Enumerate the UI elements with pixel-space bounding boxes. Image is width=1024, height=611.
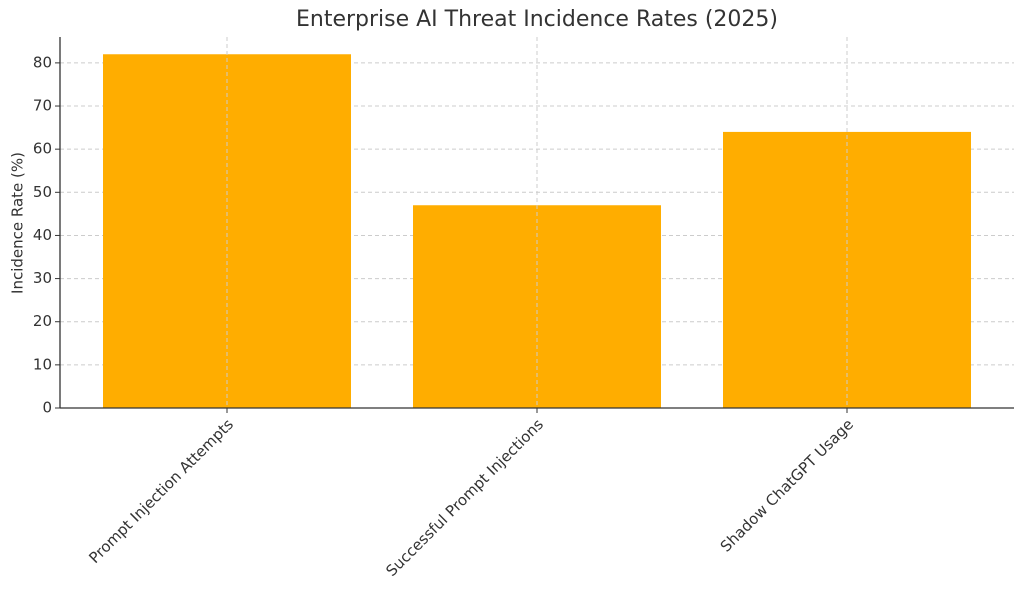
y-tick-label: 10 xyxy=(33,355,52,373)
y-tick-label: 30 xyxy=(33,269,52,287)
x-tick-label: Successful Prompt Injections xyxy=(382,415,547,580)
x-tick-label: Prompt Injection Attempts xyxy=(85,415,237,567)
x-tick-label: Shadow ChatGPT Usage xyxy=(717,415,857,555)
y-tick-label: 0 xyxy=(42,399,52,417)
y-tick-label: 40 xyxy=(33,226,52,244)
y-axis-label: Incidence Rate (%) xyxy=(9,152,27,294)
y-tick-label: 70 xyxy=(33,97,52,115)
bar xyxy=(103,54,351,409)
y-tick-label: 60 xyxy=(33,140,52,158)
y-tick-label: 50 xyxy=(33,183,52,201)
y-tick-label: 20 xyxy=(33,312,52,330)
chart-title: Enterprise AI Threat Incidence Rates (20… xyxy=(296,7,778,32)
y-tick-label: 80 xyxy=(33,53,52,71)
